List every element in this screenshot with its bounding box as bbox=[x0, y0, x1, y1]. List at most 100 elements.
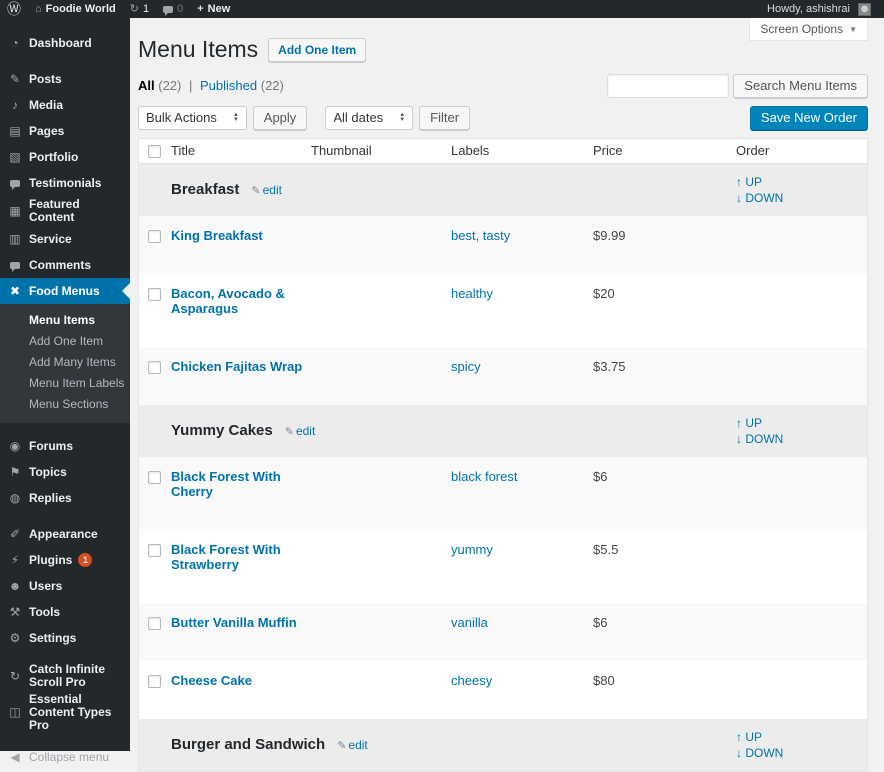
item-title-link[interactable]: Cheese Cake bbox=[171, 673, 260, 688]
updates-link[interactable]: ↻ 1 bbox=[123, 0, 156, 18]
sidebar-item-featured-content[interactable]: ▦Featured Content bbox=[0, 196, 130, 226]
filter-published-link[interactable]: Published bbox=[200, 78, 257, 93]
item-title-link[interactable]: Bacon, Avocado & Asparagus bbox=[171, 286, 311, 316]
item-labels-link[interactable]: healthy bbox=[451, 286, 493, 301]
select-all-checkbox[interactable] bbox=[148, 145, 161, 158]
sidebar-item-media[interactable]: ♪Media bbox=[0, 92, 130, 118]
sidebar-item-service[interactable]: ▥Service bbox=[0, 226, 130, 252]
section-edit-link[interactable]: ✎edit bbox=[337, 738, 368, 752]
up-arrow-icon: ↑ bbox=[736, 730, 745, 744]
sidebar-subitem-add-one-item[interactable]: Add One Item bbox=[0, 331, 130, 352]
sidebar-item-label: Portfolio bbox=[29, 151, 78, 164]
sidebar-subitem-add-many-items[interactable]: Add Many Items bbox=[0, 352, 130, 373]
wordpress-menu-button[interactable]: Ⓦ bbox=[0, 0, 28, 18]
move-down-link[interactable]: ↓ DOWN bbox=[736, 745, 867, 761]
search-input[interactable] bbox=[607, 74, 729, 98]
item-labels-link[interactable]: cheesy bbox=[451, 673, 492, 688]
menu-item-row: Black Forest With Cherry black forest $6 bbox=[139, 457, 867, 530]
filter-button[interactable]: Filter bbox=[419, 106, 470, 130]
item-title-link[interactable]: King Breakfast bbox=[171, 228, 271, 243]
select-item-checkbox[interactable] bbox=[148, 471, 161, 484]
sidebar-item-label: Testimonials bbox=[29, 177, 101, 190]
wordpress-logo-icon: Ⓦ bbox=[7, 2, 21, 16]
select-item-checkbox[interactable] bbox=[148, 361, 161, 374]
sidebar-item-label: Tools bbox=[29, 606, 60, 619]
sidebar-item-comments[interactable]: Comments bbox=[0, 252, 130, 278]
select-item-checkbox[interactable] bbox=[148, 544, 161, 557]
dates-filter-select[interactable]: All dates ▲▼ bbox=[325, 106, 413, 130]
sidebar-item-label: Users bbox=[29, 580, 62, 593]
item-title-link[interactable]: Butter Vanilla Muffin bbox=[171, 615, 305, 630]
sidebar-item-tools[interactable]: ⚒Tools bbox=[0, 599, 130, 625]
sidebar-item-catch-infinite-scroll-pro[interactable]: ↻Catch Infinite Scroll Pro bbox=[0, 661, 130, 691]
table-section-row: Burger and Sandwich✎edit↑ UP↓ DOWN bbox=[139, 719, 867, 771]
sidebar-item-appearance[interactable]: ✐Appearance bbox=[0, 521, 130, 547]
move-down-link[interactable]: ↓ DOWN bbox=[736, 431, 867, 447]
sidebar-subitem-menu-item-labels[interactable]: Menu Item Labels bbox=[0, 373, 130, 394]
item-labels-link[interactable]: black forest bbox=[451, 469, 517, 484]
move-down-link[interactable]: ↓ DOWN bbox=[736, 190, 867, 206]
sidebar-item-topics[interactable]: ⚑Topics bbox=[0, 459, 130, 485]
sidebar-subitem-menu-items[interactable]: Menu Items bbox=[0, 310, 130, 331]
search-menu-items-button[interactable]: Search Menu Items bbox=[733, 74, 868, 98]
down-arrow-icon: ↓ bbox=[736, 746, 745, 760]
move-up-link[interactable]: ↑ UP bbox=[736, 415, 867, 431]
screen-options-button[interactable]: Screen Options ▼ bbox=[749, 18, 868, 41]
select-item-checkbox[interactable] bbox=[148, 617, 161, 630]
sidebar-item-replies[interactable]: ◍Replies bbox=[0, 485, 130, 511]
sidebar-item-food-menus[interactable]: ✖Food Menus bbox=[0, 278, 130, 304]
section-edit-link[interactable]: ✎edit bbox=[285, 424, 316, 438]
main-content: Screen Options ▼ Menu Items Add One Item… bbox=[130, 18, 884, 751]
sidebar-item-testimonials[interactable]: Testimonials bbox=[0, 170, 130, 196]
item-price-value: $6 bbox=[593, 469, 607, 484]
sidebar-item-pages[interactable]: ▤Pages bbox=[0, 118, 130, 144]
item-title-link[interactable]: Black Forest With Cherry bbox=[171, 469, 311, 499]
sidebar-item-label: Comments bbox=[29, 259, 91, 272]
sidebar-item-dashboard[interactable]: ◔Dashboard bbox=[0, 30, 130, 56]
sidebar-item-users[interactable]: ☻Users bbox=[0, 573, 130, 599]
item-title-link[interactable]: Black Forest With Strawberry bbox=[171, 542, 311, 572]
add-one-item-button[interactable]: Add One Item bbox=[268, 38, 366, 62]
sidebar-item-label: Settings bbox=[29, 632, 76, 645]
item-labels-link[interactable]: best, tasty bbox=[451, 228, 510, 243]
sidebar-item-posts[interactable]: ✎Posts bbox=[0, 66, 130, 92]
bulk-actions-select[interactable]: Bulk Actions ▲▼ bbox=[138, 106, 247, 130]
apply-button[interactable]: Apply bbox=[253, 106, 308, 130]
down-label: DOWN bbox=[745, 746, 783, 760]
select-item-checkbox[interactable] bbox=[148, 230, 161, 243]
site-name-link[interactable]: ⌂ Foodie World bbox=[28, 0, 123, 18]
sidebar-item-portfolio[interactable]: ▧Portfolio bbox=[0, 144, 130, 170]
item-labels-link[interactable]: yummy bbox=[451, 542, 493, 557]
item-title-link[interactable]: Chicken Fajitas Wrap bbox=[171, 359, 310, 374]
sidebar-item-label: Food Menus bbox=[29, 285, 100, 298]
section-edit-link[interactable]: ✎edit bbox=[251, 183, 282, 197]
up-arrow-icon: ↑ bbox=[736, 416, 745, 430]
select-item-checkbox[interactable] bbox=[148, 288, 161, 301]
select-item-checkbox[interactable] bbox=[148, 675, 161, 688]
admin-bar-right: Howdy, ashishrai ☻ bbox=[760, 0, 884, 18]
sidebar-item-collapse-menu[interactable]: ◀Collapse menu bbox=[0, 744, 130, 770]
my-account-link[interactable]: Howdy, ashishrai ☻ bbox=[760, 0, 884, 18]
sidebar-item-essential-content-types-pro[interactable]: ◫Essential Content Types Pro bbox=[0, 691, 130, 734]
filter-all-link[interactable]: All bbox=[138, 78, 155, 93]
sidebar-item-forums[interactable]: ◉Forums bbox=[0, 433, 130, 459]
media-icon: ♪ bbox=[8, 99, 22, 112]
sidebar-item-settings[interactable]: ⚙Settings bbox=[0, 625, 130, 651]
move-up-link[interactable]: ↑ UP bbox=[736, 174, 867, 190]
comments-link[interactable]: 0 bbox=[156, 0, 190, 18]
item-labels-link[interactable]: spicy bbox=[451, 359, 481, 374]
table-section-row: Breakfast✎edit↑ UP↓ DOWN bbox=[139, 164, 867, 216]
item-labels-link[interactable]: vanilla bbox=[451, 615, 488, 630]
new-content-button[interactable]: + New bbox=[190, 0, 237, 18]
move-up-link[interactable]: ↑ UP bbox=[736, 729, 867, 745]
sidebar-item-label: Posts bbox=[29, 73, 62, 86]
forums-icon: ◉ bbox=[8, 440, 22, 453]
save-new-order-button[interactable]: Save New Order bbox=[750, 106, 868, 130]
sidebar-subitem-menu-sections[interactable]: Menu Sections bbox=[0, 394, 130, 415]
